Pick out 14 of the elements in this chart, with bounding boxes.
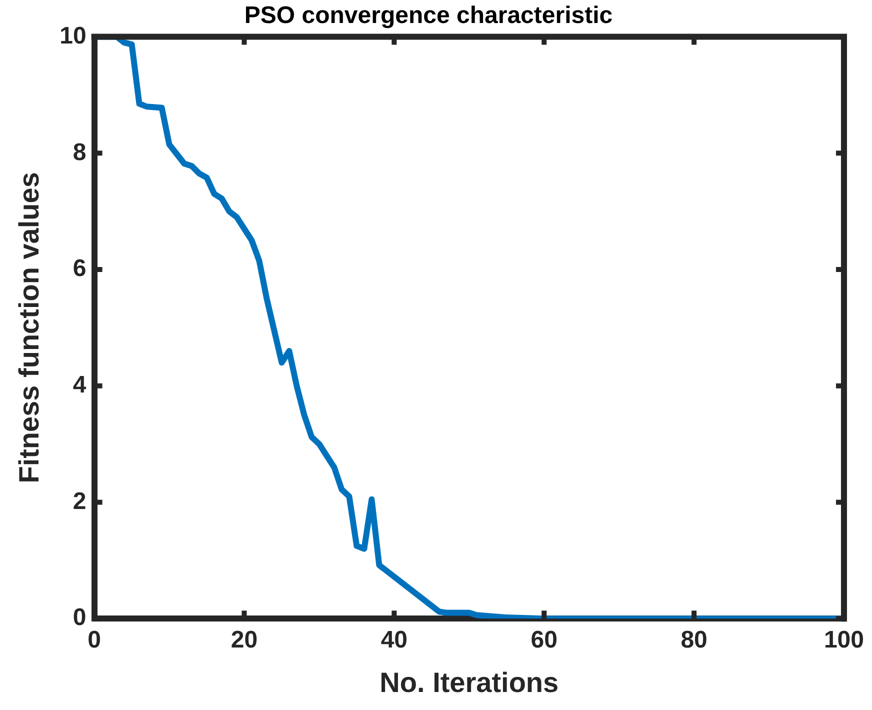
y-tick-label: 10	[60, 22, 86, 50]
y-tick-label: 0	[72, 604, 86, 632]
x-axis-title: No. Iterations	[380, 666, 559, 698]
x-tick-label: 80	[680, 626, 708, 654]
chart-title: PSO convergence characteristic	[244, 2, 613, 30]
y-tick-label: 2	[72, 488, 86, 515]
x-tick-label: 60	[530, 626, 558, 654]
y-tick-label: 8	[72, 138, 86, 166]
y-axis-title: Fitness function values	[14, 172, 45, 484]
y-tick-label: 6	[72, 255, 86, 282]
y-tick-label: 4	[72, 372, 87, 399]
x-tick-label: 40	[380, 626, 408, 654]
x-tick-label: 20	[230, 626, 258, 654]
x-tick-label: 100	[824, 626, 864, 654]
